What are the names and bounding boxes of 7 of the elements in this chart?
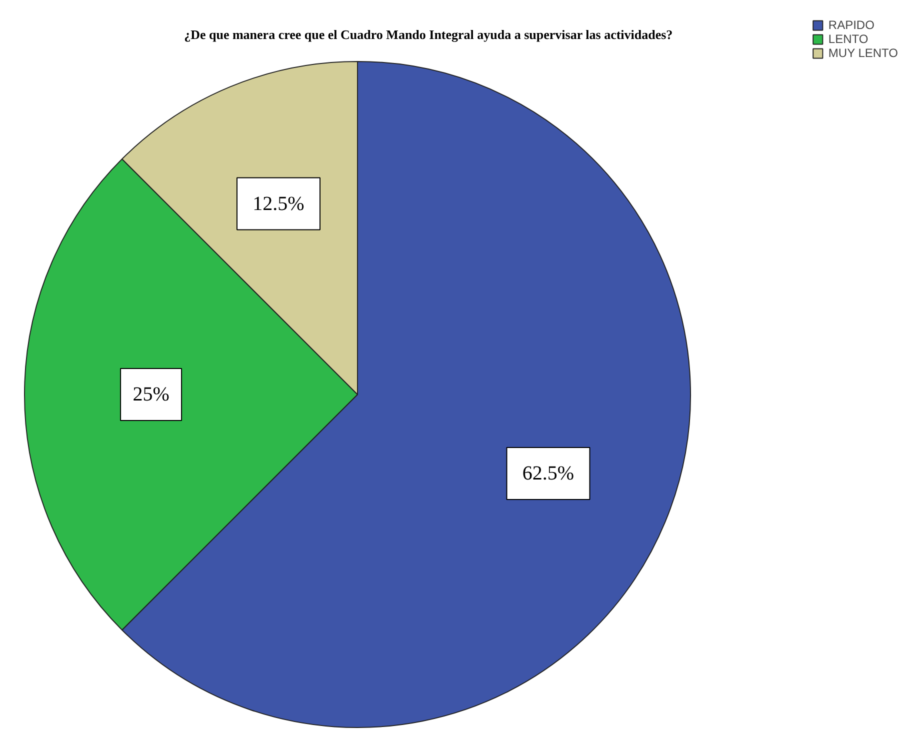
legend-label: LENTO: [828, 32, 868, 46]
data-label: 12.5%: [252, 192, 304, 215]
text: ¿De que manera cree que el Cuadro Mando Integral ayuda a supervisar las actividades?: [184, 27, 673, 42]
legend-label: MUY LENTO: [828, 46, 898, 60]
legend-label: RAPIDO: [828, 18, 874, 32]
data-label: 25%: [132, 384, 170, 406]
data-label: 62.5%: [522, 462, 574, 485]
